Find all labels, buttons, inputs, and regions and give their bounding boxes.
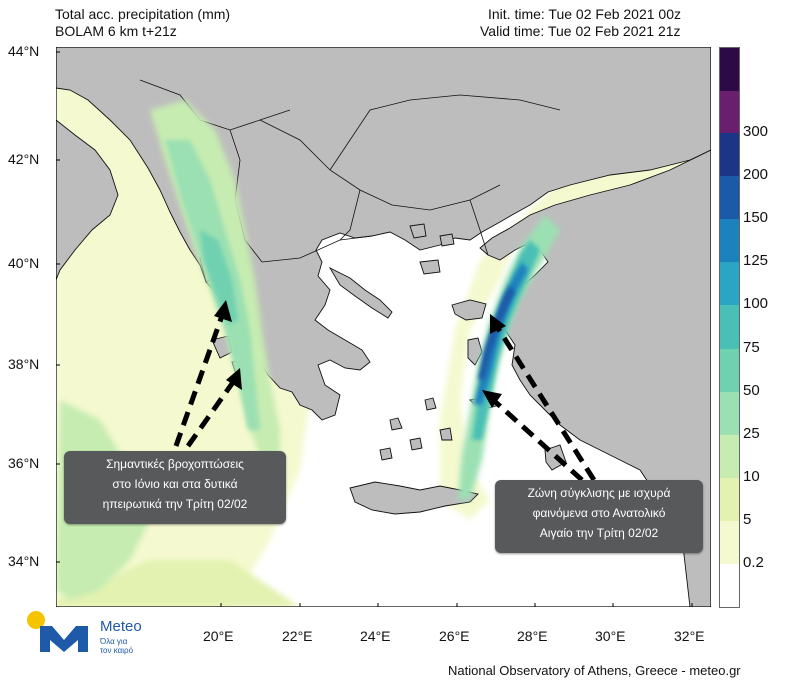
annotation-arrows	[173, 309, 597, 482]
colorbar-label: 10	[743, 467, 760, 485]
latitude-label: 36°N	[8, 455, 40, 471]
colorbar-segment	[719, 305, 740, 349]
logo-tagline-1: Όλα για	[100, 637, 128, 646]
precip-east-convergence	[458, 215, 560, 500]
valid-time: Valid time: Tue 02 Feb 2021 21z	[480, 23, 681, 39]
latitude-label: 42°N	[8, 151, 40, 167]
longitude-label: 28°E	[517, 628, 548, 644]
sun-icon	[27, 611, 45, 629]
colorbar-segment	[719, 133, 740, 177]
arrow-heads	[214, 300, 506, 408]
colorbar-label: 300	[743, 123, 769, 141]
annotation-east-line-2: φαινόμενα στο Ανατολικό	[532, 506, 666, 520]
m-logo-icon	[40, 626, 88, 652]
annotation-east: Ζώνη σύγκλισης με ισχυρά φαινόμενα στο Α…	[495, 480, 703, 553]
colorbar-segment	[719, 563, 740, 608]
colorbar-segment	[719, 520, 740, 564]
annotation-east-line-3: Αιγαίο την Τρίτη 02/02	[539, 526, 659, 540]
annotation-east-line-1: Ζώνη σύγκλισης με ισχυρά	[527, 486, 671, 500]
colorbar-segment	[719, 477, 740, 521]
annotation-west-line-1: Σημαντικές βροχοπτώσεις	[106, 457, 244, 471]
longitude-label: 24°E	[360, 628, 391, 644]
longitude-label: 26°E	[439, 628, 470, 644]
colorbar-label: 50	[743, 381, 760, 399]
latitude-label: 44°N	[8, 43, 40, 59]
longitude-label: 30°E	[595, 628, 626, 644]
colorbar-segment	[719, 262, 740, 306]
logo-tagline-2: τον καιρό	[100, 646, 134, 655]
precip-west-band	[56, 100, 280, 600]
meteo-logo: Meteo Όλα για τον καιρό	[26, 608, 156, 656]
model-subtitle: BOLAM 6 km t+21z	[55, 23, 177, 39]
latitude-label: 34°N	[8, 553, 40, 569]
colorbar-label: 150	[743, 209, 769, 227]
colorbar-label: 200	[743, 166, 769, 184]
colorbar-segment	[719, 391, 740, 435]
annotation-west-line-2: στο Ιόνιο και στα δυτικά	[112, 477, 238, 491]
colorbar-label: 100	[743, 295, 769, 313]
latitude-label: 40°N	[8, 255, 40, 271]
annotation-west: Σημαντικές βροχοπτώσεις στο Ιόνιο και στ…	[64, 451, 286, 524]
colorbar-segment	[719, 47, 740, 92]
colorbar-label: 5	[743, 510, 752, 528]
axis-ticks	[56, 51, 693, 607]
footer-credit: National Observatory of Athens, Greece -…	[448, 663, 741, 678]
colorbar-segment	[719, 348, 740, 392]
colorbar-segment	[719, 219, 740, 263]
annotation-west-line-3: ηπειρωτικά την Τρίτη 02/02	[102, 497, 248, 511]
colorbar-segment	[719, 434, 740, 478]
latitude-label: 38°N	[8, 356, 40, 372]
land-areas	[56, 47, 711, 607]
colorbar-label: 0.2	[743, 553, 764, 571]
colorbar-segment	[719, 90, 740, 134]
colorbar-label: 125	[743, 252, 769, 270]
logo-name: Meteo	[100, 618, 142, 635]
colorbar-label: 25	[743, 424, 760, 442]
longitude-label: 20°E	[203, 628, 234, 644]
longitude-label: 22°E	[282, 628, 313, 644]
map-title: Total acc. precipitation (mm)	[55, 6, 231, 22]
init-time: Init. time: Tue 02 Feb 2021 00z	[488, 6, 682, 22]
colorbar-label: 75	[743, 338, 760, 356]
colorbar-segment	[719, 176, 740, 220]
longitude-label: 32°E	[674, 628, 705, 644]
